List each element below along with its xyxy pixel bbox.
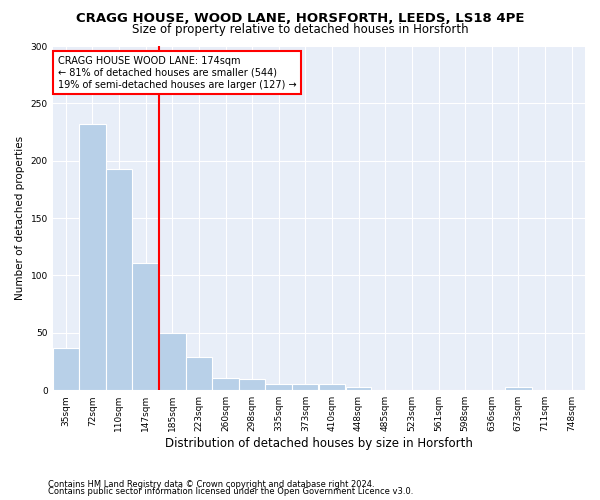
Bar bbox=[132, 263, 159, 390]
Text: Size of property relative to detached houses in Horsforth: Size of property relative to detached ho… bbox=[131, 22, 469, 36]
Bar bbox=[292, 384, 319, 390]
Bar bbox=[159, 333, 186, 390]
Bar bbox=[106, 169, 132, 390]
Bar bbox=[346, 387, 371, 390]
Bar bbox=[239, 378, 265, 390]
Y-axis label: Number of detached properties: Number of detached properties bbox=[15, 136, 25, 300]
Bar bbox=[79, 124, 106, 390]
X-axis label: Distribution of detached houses by size in Horsforth: Distribution of detached houses by size … bbox=[165, 437, 473, 450]
Bar bbox=[212, 378, 239, 390]
Bar bbox=[53, 348, 79, 390]
Text: CRAGG HOUSE WOOD LANE: 174sqm
← 81% of detached houses are smaller (544)
19% of : CRAGG HOUSE WOOD LANE: 174sqm ← 81% of d… bbox=[58, 56, 296, 90]
Text: CRAGG HOUSE, WOOD LANE, HORSFORTH, LEEDS, LS18 4PE: CRAGG HOUSE, WOOD LANE, HORSFORTH, LEEDS… bbox=[76, 12, 524, 26]
Text: Contains public sector information licensed under the Open Government Licence v3: Contains public sector information licen… bbox=[48, 488, 413, 496]
Bar bbox=[505, 387, 532, 390]
Text: Contains HM Land Registry data © Crown copyright and database right 2024.: Contains HM Land Registry data © Crown c… bbox=[48, 480, 374, 489]
Bar bbox=[265, 384, 292, 390]
Bar bbox=[186, 357, 212, 390]
Bar bbox=[319, 384, 345, 390]
